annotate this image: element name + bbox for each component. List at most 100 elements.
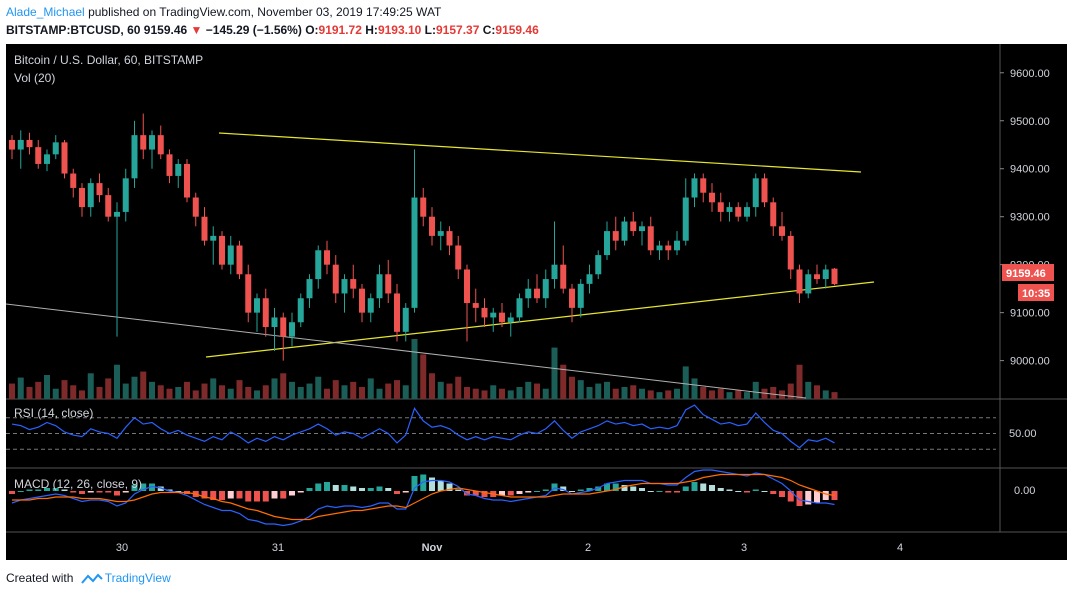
candle-body: [481, 307, 488, 318]
price-tick-label: 9500.00: [1010, 116, 1050, 128]
macd-histogram-bar: [105, 491, 112, 493]
volume-bar: [595, 383, 602, 399]
volume-bar: [157, 385, 164, 399]
volume-bar: [507, 390, 514, 399]
candle-body: [70, 173, 77, 188]
macd-histogram-bar: [96, 491, 103, 493]
volume-bar: [227, 388, 234, 399]
symbol-label: BITSTAMP:BTCUSD, 60: [6, 23, 141, 37]
macd-histogram-bar: [219, 491, 225, 500]
candle-body: [289, 322, 295, 337]
volume-bar: [542, 388, 549, 399]
volume-bar: [744, 392, 750, 399]
candle-body: [446, 231, 453, 246]
macd-axis-label: 0.00: [1014, 485, 1035, 497]
volume-bar: [499, 388, 505, 399]
chart-area[interactable]: 9600.009500.009400.009300.009200.009100.…: [5, 44, 1067, 560]
tradingview-link[interactable]: TradingView: [104, 571, 171, 585]
candle-body: [376, 274, 383, 299]
volume-bar: [805, 381, 812, 399]
candle-body: [219, 235, 225, 265]
macd-histogram-bar: [595, 486, 602, 491]
macd-histogram-bar: [166, 489, 173, 491]
macd-histogram-bar: [717, 488, 724, 491]
time-tick-label: 4: [897, 542, 903, 554]
candle-body: [464, 269, 470, 304]
time-tick-label: Nov: [422, 542, 444, 554]
macd-histogram-bar: [26, 489, 33, 491]
macd-histogram-bar: [131, 485, 138, 491]
volume-bar: [604, 381, 610, 399]
volume-bar: [184, 381, 190, 399]
macd-histogram-bar: [44, 488, 50, 491]
close-value: 9159.46: [495, 23, 539, 37]
macd-histogram-bar: [350, 486, 357, 491]
volume-bar: [437, 381, 444, 399]
price-tick-label: 9600.00: [1010, 68, 1050, 80]
macd-histogram-bar: [612, 483, 619, 491]
candle-body: [402, 307, 409, 332]
volume-bar: [674, 388, 680, 399]
volume-label: Vol (20): [14, 71, 55, 85]
macd-histogram-bar: [280, 491, 287, 499]
candle-body: [752, 178, 759, 208]
candle-body: [367, 298, 374, 313]
candle-body: [744, 207, 750, 217]
volume-bar: [140, 371, 147, 399]
candle-body: [534, 288, 540, 299]
macd-histogram-bar: [516, 491, 523, 494]
candle-body: [245, 274, 252, 313]
price-tick-label: 9400.00: [1010, 164, 1050, 176]
candle-body: [700, 178, 707, 193]
volume-bar: [569, 376, 575, 399]
macd-histogram-bar: [394, 491, 400, 494]
volume-bar: [315, 376, 322, 399]
macd-histogram-bar: [157, 486, 164, 491]
volume-bar: [717, 388, 724, 399]
volume-bar: [770, 387, 777, 399]
close-label: C:: [482, 23, 496, 37]
candle-body: [656, 245, 663, 251]
candle-body: [472, 303, 479, 308]
candle-body: [490, 312, 497, 318]
volume-bar: [402, 385, 409, 399]
candle-body: [44, 154, 50, 164]
macd-histogram-bar: [114, 491, 120, 496]
volume-bar: [52, 388, 59, 399]
volume-bar: [192, 390, 199, 399]
volume-bar: [350, 381, 357, 399]
volume-bar: [35, 381, 42, 399]
macd-histogram-bar: [446, 483, 453, 491]
volume-bar: [306, 383, 313, 399]
candle-body: [437, 231, 444, 236]
volume-bar: [787, 383, 794, 399]
macd-histogram-bar: [149, 483, 155, 491]
high-value: 9193.10: [377, 23, 422, 37]
macd-histogram-bar: [779, 491, 785, 497]
volume-bar: [464, 387, 470, 399]
chart-svg[interactable]: 9600.009500.009400.009300.009200.009100.…: [5, 44, 1067, 560]
volume-bar: [446, 383, 453, 399]
author-link[interactable]: Alade_Michael: [6, 5, 85, 19]
candle-body: [639, 226, 645, 232]
volume-bar: [341, 385, 348, 399]
price-tag-box: [1002, 264, 1054, 281]
macd-histogram-bar: [560, 486, 567, 491]
candle-body: [149, 135, 155, 150]
volume-bar: [814, 385, 820, 399]
volume-bar: [647, 390, 654, 399]
volume-bar: [420, 354, 427, 399]
candle-body: [630, 221, 637, 232]
macd-histogram-bar: [87, 491, 94, 493]
candle-body: [709, 192, 715, 203]
candle-body: [551, 264, 558, 280]
candle-body: [96, 183, 103, 196]
macd-histogram-bar: [604, 483, 610, 491]
candle-body: [184, 163, 190, 198]
published-text: published on TradingView.com, November 0…: [88, 5, 442, 19]
candle-body: [779, 226, 785, 236]
candle-body: [560, 264, 567, 289]
macd-histogram-bar: [709, 485, 715, 491]
ohlc-header: BITSTAMP:BTCUSD, 60 9159.46 ▼ −145.29 (−…: [6, 22, 539, 38]
macd-histogram-bar: [429, 477, 435, 491]
